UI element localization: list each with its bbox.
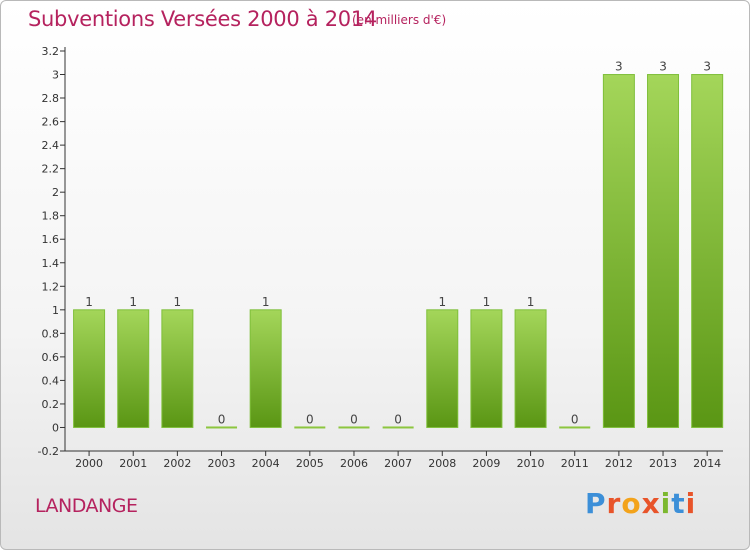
x-tick-label: 2002 xyxy=(163,457,191,470)
bar xyxy=(470,309,503,428)
bar xyxy=(559,426,591,429)
commune-name: LANDANGE xyxy=(35,495,138,517)
x-tick-label: 2005 xyxy=(296,457,324,470)
x-tick-label: 2008 xyxy=(428,457,456,470)
logo-letter: o xyxy=(621,487,642,520)
y-tick-label: 2.2 xyxy=(42,163,60,176)
bar xyxy=(691,74,724,428)
y-tick-label: 2.6 xyxy=(42,116,60,129)
x-tick-label: 2006 xyxy=(340,457,368,470)
logo-letter: r xyxy=(606,487,622,520)
x-tick-label: 2001 xyxy=(119,457,147,470)
x-tick-label: 2010 xyxy=(517,457,545,470)
data-label: 0 xyxy=(571,412,579,426)
y-tick-label: 1.4 xyxy=(42,257,60,270)
x-tick-label: 2003 xyxy=(208,457,236,470)
data-label: 1 xyxy=(527,295,535,309)
y-tick-label: 0.2 xyxy=(42,398,60,411)
bar xyxy=(514,309,547,428)
y-tick-label: 0.6 xyxy=(42,351,60,364)
bar xyxy=(117,309,150,428)
bar xyxy=(338,426,370,429)
y-tick-label: 0.4 xyxy=(42,374,60,387)
y-tick-label: 2 xyxy=(52,186,59,199)
data-label: 3 xyxy=(615,60,623,74)
data-label: 1 xyxy=(262,295,270,309)
x-tick-label: 2007 xyxy=(384,457,412,470)
data-label: 3 xyxy=(659,60,667,74)
chart-title: Subventions Versées 2000 à 2014 xyxy=(28,7,377,31)
data-label: 1 xyxy=(129,295,137,309)
data-label: 1 xyxy=(85,295,93,309)
y-tick-label: 1.8 xyxy=(42,210,60,223)
chart-subtitle: (en milliers d'€) xyxy=(352,13,447,27)
logo-letter: i xyxy=(660,487,672,520)
bar xyxy=(647,74,680,428)
x-tick-label: 2014 xyxy=(693,457,721,470)
bar xyxy=(382,426,414,429)
logo-letter: i xyxy=(685,487,697,520)
logo-letter: t xyxy=(671,487,686,520)
x-tick-label: 2013 xyxy=(649,457,677,470)
bar xyxy=(206,426,238,429)
data-label: 0 xyxy=(218,412,226,426)
data-label: 0 xyxy=(350,412,358,426)
y-tick-label: 0 xyxy=(52,421,59,434)
bar xyxy=(426,309,459,428)
y-tick-label: 2.8 xyxy=(42,92,60,105)
y-tick-label: 2.4 xyxy=(42,139,60,152)
y-tick-label: 1.6 xyxy=(42,233,60,246)
bar xyxy=(249,309,282,428)
bar xyxy=(161,309,194,428)
data-label: 1 xyxy=(438,295,446,309)
y-tick-label: 3.2 xyxy=(42,45,60,58)
logo-letter: x xyxy=(641,487,661,520)
bar xyxy=(294,426,326,429)
y-tick-label: 0.8 xyxy=(42,327,60,340)
y-tick-label: 1 xyxy=(52,304,59,317)
x-tick-label: 2012 xyxy=(605,457,633,470)
logo-letter: P xyxy=(585,487,607,520)
y-tick-label: 3 xyxy=(52,69,59,82)
proxiti-logo: Proxiti xyxy=(585,487,696,520)
x-tick-label: 2004 xyxy=(252,457,280,470)
x-tick-label: 2011 xyxy=(561,457,589,470)
data-label: 3 xyxy=(703,60,711,74)
data-label: 1 xyxy=(483,295,491,309)
y-tick-label: 1.2 xyxy=(42,280,60,293)
bar xyxy=(602,74,635,428)
bar xyxy=(73,309,106,428)
x-tick-label: 2009 xyxy=(472,457,500,470)
data-label: 0 xyxy=(306,412,314,426)
y-tick-label: -0.2 xyxy=(38,445,59,458)
data-label: 1 xyxy=(174,295,182,309)
x-tick-label: 2000 xyxy=(75,457,103,470)
data-label: 0 xyxy=(394,412,402,426)
